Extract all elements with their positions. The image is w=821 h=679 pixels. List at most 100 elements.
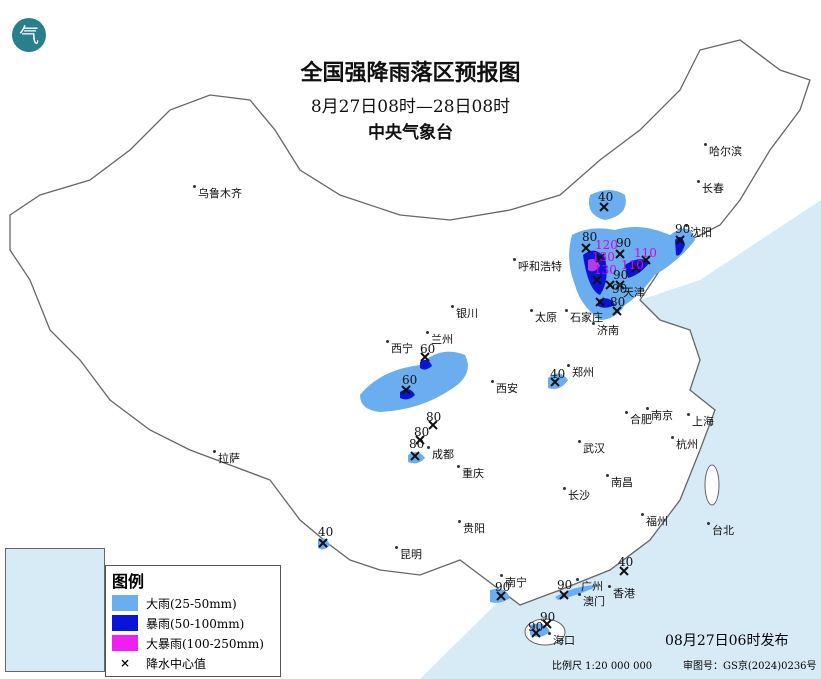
rain-center-value: 90 (613, 268, 629, 282)
cross-icon (675, 235, 685, 245)
legend-label: 大雨(25-50mm) (146, 596, 237, 611)
rain-center-value: 60 (420, 342, 436, 356)
city-label: 海口 (548, 632, 575, 648)
swatch (112, 595, 138, 611)
cross-icon (496, 591, 506, 601)
city-label: 长沙 (563, 487, 590, 503)
cross-icon (428, 420, 438, 430)
city-label: 郑州 (567, 364, 594, 380)
map-scale: 比例尺 1:20 000 000 (552, 661, 653, 672)
city-label: 拉萨 (213, 450, 240, 466)
agency-name: 中央气象台 (368, 123, 453, 143)
cross-icon (592, 275, 602, 285)
rain-center-value: 40 (550, 367, 566, 381)
rain-center-value: 80 (426, 410, 442, 424)
city-label: 贵阳 (458, 520, 485, 536)
city-label: 长春 (697, 180, 724, 196)
cross-icon (619, 566, 629, 576)
swatch (112, 615, 138, 631)
legend-label: 暴雨(50-100mm) (146, 616, 245, 631)
cross-icon (401, 385, 411, 395)
city-label: 天津 (618, 284, 645, 300)
cross-icon (631, 263, 641, 273)
cma-logo: 气 (12, 18, 46, 52)
rain-center-value: 110 (621, 258, 644, 272)
legend-heavy-rain: 大雨(25-50mm) (112, 594, 280, 612)
legend-rainstorm: 暴雨(50-100mm) (112, 614, 280, 632)
rain-center-value: 80 (409, 437, 425, 451)
cross-icon (581, 243, 591, 253)
map-title: 全国强降雨落区预报图 (300, 60, 521, 86)
taiwan-island (704, 464, 720, 506)
rain-center-value: 90 (495, 580, 511, 594)
cross-icon (595, 253, 605, 263)
rain-center-value: 80 (610, 295, 626, 309)
rain-center-value: 40 (598, 190, 614, 204)
rain-center-value: 90 (612, 282, 628, 296)
city-label: 杭州 (671, 436, 698, 452)
city-label: 成都 (427, 446, 454, 462)
city-label: 南京 (646, 407, 673, 423)
rain-center-markers (318, 202, 685, 638)
cross-icon (615, 249, 625, 259)
cross-icon (641, 255, 651, 265)
heavy-rain-area (589, 190, 626, 220)
south-china-sea-inset (5, 548, 105, 672)
rain-center-value: 90 (557, 578, 573, 592)
forecast-period: 8月27日08时—28日08时 (310, 97, 511, 117)
city-label: 兰州 (426, 331, 453, 347)
city-label: 武汉 (578, 440, 605, 456)
cross-icon (612, 306, 622, 316)
city-label: 济南 (592, 322, 619, 338)
rainstorm-area (420, 359, 432, 370)
cross-icon (415, 435, 425, 445)
rain-center-value: 40 (618, 555, 634, 569)
legend-label: 降水中心值 (146, 656, 207, 671)
city-label: 台北 (707, 522, 734, 538)
rain-center-value: 80 (414, 425, 430, 439)
cross-icon (559, 590, 569, 600)
rain-center-value: 90 (675, 222, 691, 236)
city-label: 太原 (530, 309, 557, 325)
swatch (112, 635, 138, 651)
cross-icon (595, 297, 605, 307)
legend-rain-center: × 降水中心值 (112, 654, 280, 672)
city-label: 南昌 (606, 474, 633, 490)
china-outline (9, 39, 811, 606)
cross-icon (599, 202, 609, 212)
rain-center-value: 130 (594, 263, 617, 277)
city-label: 上海 (687, 413, 714, 429)
cross-icon: × (119, 656, 131, 670)
city-label: 西宁 (386, 340, 413, 356)
legend-label: 大暴雨(100-250mm) (146, 636, 264, 651)
city-label: 福州 (641, 513, 668, 529)
cross-icon (542, 619, 552, 629)
heavy-rain-area (360, 351, 468, 412)
cross-icon (420, 352, 430, 362)
rain-center-value: 80 (582, 230, 598, 244)
city-label: 沈阳 (685, 224, 712, 240)
city-label: 呼和浩特 (513, 258, 562, 274)
city-label: 澳门 (578, 593, 605, 609)
issue-time: 08月27日06时发布 (665, 633, 789, 649)
review-number: 审图号：GS京(2024)0236号 (683, 661, 817, 672)
cross-icon (531, 628, 541, 638)
city-label: 南宁 (500, 574, 527, 590)
rain-center-value: 60 (402, 373, 418, 387)
rain-center-value: 120 (595, 238, 618, 252)
rain-center-value: 130 (592, 250, 615, 264)
city-label: 西安 (491, 380, 518, 396)
city-label: 重庆 (457, 465, 484, 481)
city-label: 广州 (576, 578, 603, 594)
rain-center-value: 90 (528, 620, 544, 634)
rain-center-value: 90 (616, 236, 632, 250)
cross-icon (318, 538, 328, 548)
legend-torrential-rain: 大暴雨(100-250mm) (112, 634, 280, 652)
city-label: 乌鲁木齐 (193, 185, 242, 201)
city-label: 银川 (451, 305, 478, 321)
rain-center-value: 90 (540, 610, 556, 624)
legend: 图例 大雨(25-50mm) 暴雨(50-100mm) 大暴雨(100-250m… (105, 565, 281, 677)
cross-icon (550, 377, 560, 387)
rain-center-value: 40 (318, 525, 334, 539)
cross-icon (410, 451, 420, 461)
